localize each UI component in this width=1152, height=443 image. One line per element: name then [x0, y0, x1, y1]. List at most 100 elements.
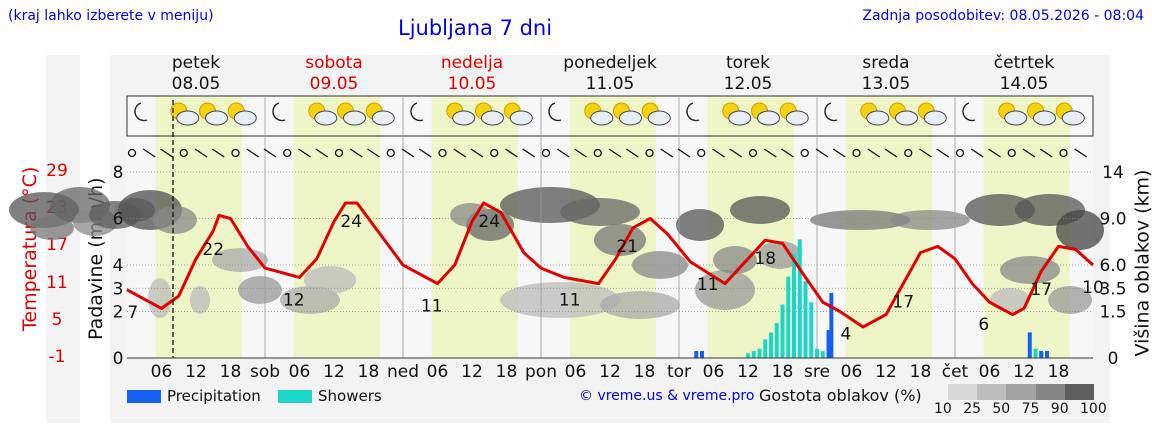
location-hint[interactable]: (kraj lahko izberete v meniju): [8, 8, 214, 24]
day-name: torek: [726, 53, 770, 73]
wind-barb-icon: [211, 148, 225, 158]
cloud-density-title: Gostota oblakov (%): [759, 386, 922, 405]
x-tick-label: 18: [910, 362, 932, 382]
wind-calm-icon: [697, 148, 706, 158]
cloud-density-patch: [695, 270, 755, 310]
credit-link[interactable]: © vreme.us & vreme.pro: [579, 388, 755, 404]
x-tick-label: 12: [599, 362, 621, 382]
cloud-density-patch: [600, 291, 680, 319]
cloud-step-75: [1035, 384, 1065, 400]
wind-calm-icon: [800, 148, 809, 158]
cloud-height-tick-label: 3.5: [1099, 279, 1126, 299]
wind-barb-icon: [867, 148, 881, 158]
cloud-density-step-label: 90: [1050, 401, 1069, 417]
precip-tick-label: 8: [113, 163, 124, 183]
cloud-icon: [509, 110, 533, 126]
x-tick-label: 12: [323, 362, 345, 382]
wind-calm-icon: [645, 148, 654, 158]
temperature-value-label: 21: [616, 237, 638, 257]
cloud-height-tick-label: 14: [1102, 163, 1124, 183]
wind-barb-icon: [608, 148, 622, 158]
wind-barb-icon: [574, 148, 587, 158]
x-tick-label: 18: [220, 362, 242, 382]
wind-barb-icon: [401, 148, 415, 158]
cloud-density-patch: [153, 206, 197, 234]
cloud-density-patch: [148, 278, 172, 318]
cloud-icon: [785, 110, 809, 126]
cloud-density-patch: [500, 282, 620, 318]
cloud-density-patch: [890, 210, 970, 230]
x-tick-label: 06: [565, 362, 587, 382]
cloud-density-patch: [1048, 286, 1092, 314]
x-tick-label: čet: [942, 362, 969, 382]
cloud-icon: [757, 110, 780, 126]
wind-calm-icon: [1059, 148, 1068, 158]
x-tick-label: ned: [387, 362, 419, 382]
wind-barb-icon: [315, 148, 329, 158]
cloud-step-90: [1064, 384, 1095, 400]
day-label: torek 12.05: [688, 53, 808, 95]
x-tick-label: 06: [427, 362, 449, 382]
cloud-step-25: [977, 384, 1007, 400]
cloud-step-50: [1006, 384, 1036, 400]
shower-bar: [797, 239, 802, 358]
cloud-height-tick-label: 1.5: [1099, 303, 1126, 323]
wind-calm-icon: [283, 148, 292, 158]
wind-barb-icon: [832, 148, 846, 158]
cloud-icon: [343, 110, 366, 126]
temperature-line: [126, 201, 1095, 329]
precip-tick-label: 3: [113, 279, 124, 299]
precipitation-bar: [829, 292, 834, 358]
wind-calm-icon: [490, 148, 499, 158]
temperature-tick-label: 17: [46, 235, 68, 256]
day-date: 14.05: [999, 74, 1049, 94]
cloud-density-patch: [594, 224, 646, 256]
shower-bar: [1033, 348, 1038, 358]
wind-calm-icon: [179, 148, 188, 158]
temperature-tick-label: 5: [51, 309, 63, 330]
temperature-value-label: 4: [840, 325, 851, 345]
cloud-step-10: [948, 384, 978, 400]
cloud-icon: [923, 110, 947, 126]
precipitation-bar: [1027, 332, 1032, 358]
x-tick-label: 06: [151, 362, 173, 382]
wind-barb-icon: [505, 148, 518, 158]
day-label: sreda 13.05: [826, 53, 946, 95]
wind-barb-icon: [763, 148, 777, 158]
cloud-density-patch: [730, 196, 790, 224]
shower-bar: [792, 253, 796, 358]
shower-bar: [820, 351, 825, 358]
wind-calm-icon: [334, 148, 344, 158]
x-tick-label: 06: [703, 362, 725, 382]
cloud-icon: [866, 110, 890, 126]
wind-barb-icon: [660, 148, 674, 158]
x-tick-label: 18: [772, 362, 794, 382]
legend-precipitation: Precipitation: [127, 387, 261, 405]
temperature-value-label: 17: [892, 293, 914, 313]
temperature-value-label: 10: [1082, 278, 1104, 298]
day-date: 12.05: [723, 74, 773, 94]
day-label: četrtek 14.05: [964, 53, 1084, 95]
cloud-icon: [233, 110, 257, 126]
x-tick-label: 12: [1013, 362, 1035, 382]
x-tick-label: 12: [875, 362, 897, 382]
temperature-value-label: 18: [754, 249, 776, 269]
moon-icon: [824, 102, 838, 122]
moon-icon: [548, 102, 562, 122]
showers-label: Showers: [318, 387, 382, 405]
temperature-value-label: 24: [478, 212, 500, 232]
wind-barb-icon: [367, 148, 380, 158]
cloud-density-patch: [810, 210, 910, 230]
cloud-density-patch: [676, 209, 724, 241]
cloud-density-patch: [30, 216, 74, 240]
moon-icon: [272, 102, 286, 122]
showers-swatch: [278, 389, 312, 403]
day-label: sobota 09.05: [274, 53, 394, 95]
precip-tick-label: 0: [113, 349, 124, 369]
cloud-density-patch: [304, 266, 356, 294]
day-name: četrtek: [993, 53, 1055, 73]
wind-barb-icon: [1022, 148, 1036, 158]
temperature-tick-label: 11: [46, 272, 68, 293]
wind-calm-icon: [1007, 148, 1016, 158]
